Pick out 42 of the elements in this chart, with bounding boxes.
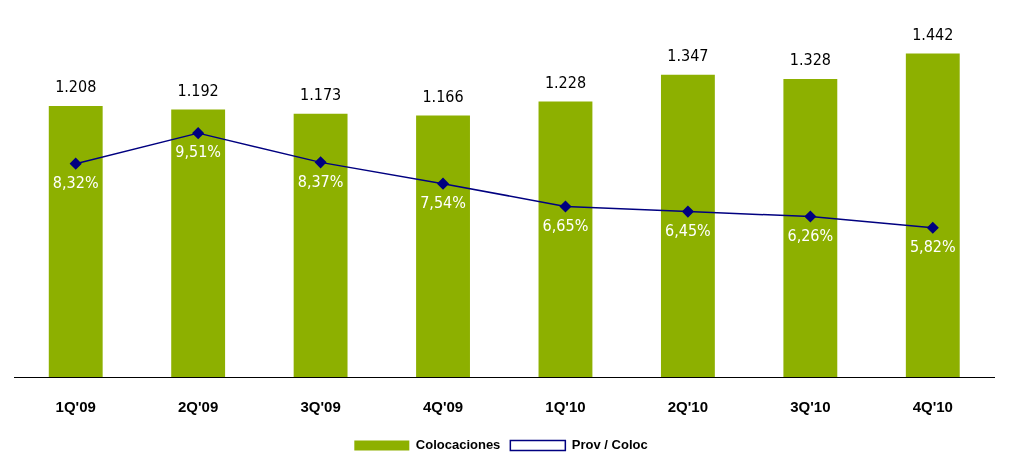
x-tick-label: 1Q'09 [55, 398, 96, 416]
data-label: 1.347 [667, 45, 709, 65]
data-label: 5,82% [909, 236, 956, 256]
bar [660, 74, 715, 377]
legend-label: Prov / Coloc [571, 437, 648, 453]
bar [171, 109, 226, 377]
data-label: 8,37% [297, 171, 344, 191]
data-label: 7,54% [420, 192, 466, 212]
data-label: 6,45% [665, 220, 711, 240]
bar [538, 101, 593, 377]
bar [905, 53, 960, 377]
point [559, 200, 572, 213]
x-tick-label: 3Q'10 [790, 398, 831, 416]
x-tick-label: 2Q'10 [667, 398, 709, 416]
data-label: 1.192 [177, 80, 219, 100]
x-tick-label: 4Q'09 [422, 398, 464, 416]
point [804, 210, 817, 223]
data-label: 1.328 [789, 50, 831, 70]
data-label: 8,32% [52, 172, 99, 192]
point [682, 205, 694, 218]
data-label: 1.208 [55, 77, 97, 97]
point [69, 157, 82, 170]
point [437, 177, 449, 190]
data-label: 1.442 [912, 24, 954, 44]
legend-label: Colocaciones [415, 437, 501, 453]
bar [48, 105, 103, 377]
point [192, 127, 204, 139]
bar [416, 115, 470, 377]
x-tick-label: 2Q'09 [178, 398, 219, 416]
data-label: 1.228 [544, 72, 587, 92]
data-label: 6,26% [787, 225, 834, 245]
x-tick-label: 1Q'10 [545, 398, 586, 416]
point [314, 156, 327, 169]
bar [293, 113, 348, 377]
point [927, 222, 939, 234]
data-label: 9,51% [175, 142, 222, 162]
x-tick-label: 3Q'09 [300, 398, 341, 416]
data-label: 6,65% [542, 215, 589, 235]
data-label: 1.166 [422, 86, 464, 106]
x-tick-label: 4Q'10 [912, 398, 953, 416]
bar [783, 79, 838, 377]
data-label: 1.173 [299, 84, 342, 104]
